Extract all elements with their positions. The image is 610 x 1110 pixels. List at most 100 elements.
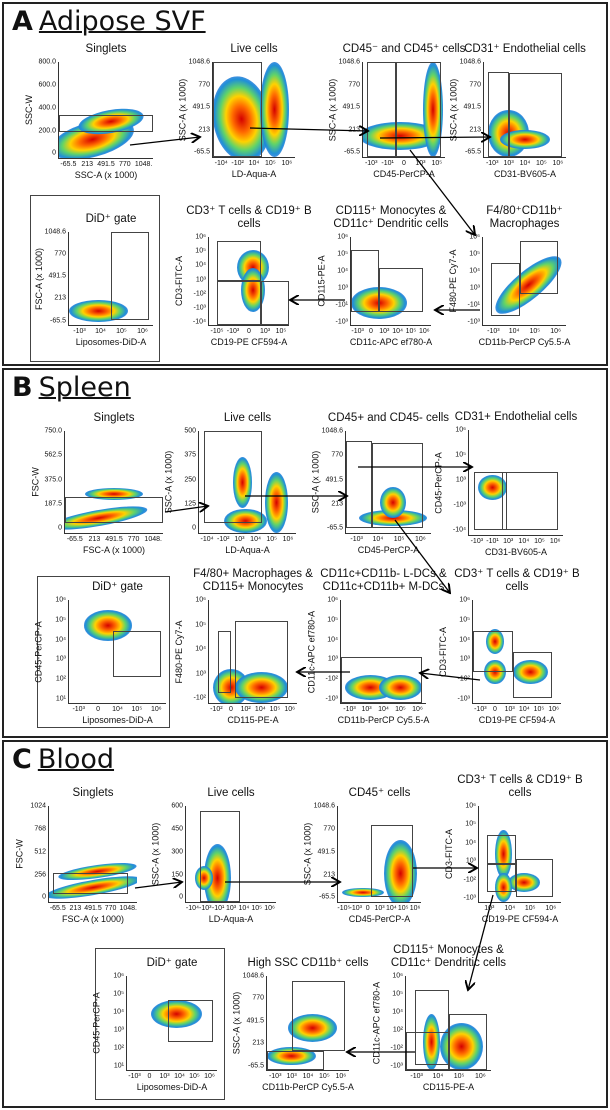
gate-rectangle[interactable] [473, 630, 513, 673]
y-tick-label: 10⁶ [55, 596, 66, 604]
y-axis-label: SSC-A (x 1000) [449, 78, 459, 141]
gate-rectangle[interactable] [367, 62, 396, 157]
x-tick-label: 10⁶ [264, 905, 275, 912]
did-gate-box [37, 576, 170, 728]
plot-title: CD11c+CD11b- L-DCs & CD11c+CD11b+ M-DCs [320, 568, 447, 593]
gate-rectangle[interactable] [346, 441, 372, 528]
x-axis-label: FSC-A (x 1000) [61, 914, 125, 924]
y-tick-label: 10⁵ [459, 616, 470, 624]
gate-rectangle[interactable] [512, 651, 553, 698]
gate-rectangle[interactable] [473, 472, 507, 530]
plot-area [127, 976, 217, 1070]
x-tick-label: -65.5 [60, 161, 77, 168]
x-tick-label: 10³ [259, 328, 271, 335]
gate-rectangle[interactable] [111, 232, 149, 321]
x-tick-label: 1048. [119, 905, 137, 912]
plot-area [209, 237, 289, 325]
x-tick-label: 10⁶ [550, 328, 561, 335]
x-axis-label: CD11c-APC ef780-A [349, 337, 433, 347]
panel-heading: B Spleen [12, 372, 131, 403]
gate-rectangle[interactable] [261, 281, 289, 325]
gate-rectangle[interactable] [395, 62, 441, 157]
x-tick-label: -10³ [410, 1073, 423, 1080]
gate-rectangle[interactable] [213, 62, 263, 157]
x-tick-label: 10⁵ [269, 706, 281, 713]
gate-rectangle[interactable] [501, 472, 559, 530]
gate-rectangle[interactable] [351, 250, 379, 312]
gate-rectangle[interactable] [371, 825, 413, 898]
x-axis-label: CD45-PerCP-A [357, 545, 420, 555]
x-axis-label: CD31-BV605-A [493, 169, 557, 179]
gate-rectangle[interactable] [406, 1032, 449, 1070]
x-axis-label: CD19-PE CF594-A [481, 914, 559, 924]
x-axis-label: CD19-PE CF594-A [210, 337, 288, 347]
y-tick-label: 400.0 [38, 104, 56, 112]
gate-rectangle[interactable] [65, 497, 163, 523]
x-tick-label: 10⁵ [393, 536, 405, 543]
gate-rectangle[interactable] [487, 863, 516, 893]
gate-rectangle[interactable] [203, 431, 263, 523]
y-tick-label: 10² [392, 1026, 403, 1034]
plot-title: CD31⁺ Endothelial cells [464, 43, 586, 55]
gate-rectangle[interactable] [515, 858, 553, 898]
plot-title: Live cells [223, 412, 272, 424]
plot-area [406, 976, 491, 1070]
plot-area [363, 62, 445, 157]
y-axis-label: SSC-A (x 1000) [328, 78, 338, 141]
gate-rectangle[interactable] [379, 267, 423, 312]
y-tick-label: -10² [193, 290, 206, 298]
gate-rectangle[interactable] [448, 1013, 487, 1070]
x-tick-label: 10⁶ [284, 706, 295, 713]
y-tick-label: -10³ [463, 894, 476, 902]
plot-area [483, 237, 566, 325]
y-tick-label: 10³ [455, 476, 466, 484]
x-tick-label: 10⁴ [238, 905, 250, 912]
gate-rectangle[interactable] [487, 834, 516, 864]
flow-plot: DiD⁺ gate CD45-PerCP-A Liposomes-DiD-A 10¹ 1… [34, 581, 166, 725]
y-tick-label: 10⁶ [337, 233, 348, 241]
y-tick-label: 213 [198, 126, 210, 134]
gate-rectangle[interactable] [59, 114, 153, 133]
gate-rectangle[interactable] [491, 263, 521, 317]
gate-rectangle[interactable] [217, 241, 261, 281]
x-tick-label: 10⁴ [518, 706, 530, 713]
y-tick-label: 491.5 [342, 103, 360, 111]
gate-rectangle[interactable] [508, 73, 562, 157]
y-tick-label: 10³ [327, 655, 338, 663]
gate-rectangle[interactable] [371, 443, 423, 528]
x-tick-label: -10³ [474, 706, 487, 713]
gate-rectangle[interactable] [291, 980, 345, 1052]
gate-rectangle[interactable] [267, 1051, 325, 1070]
y-axis-label: CD3-FITC-A [444, 829, 454, 879]
density-cluster [423, 1013, 440, 1070]
gate-rectangle[interactable] [235, 620, 289, 698]
gate-rectangle[interactable] [53, 873, 129, 895]
gate-rectangle[interactable] [199, 810, 240, 902]
x-tick-label: 10⁵ [534, 538, 545, 545]
panel-a: A Adipose SVF [2, 2, 608, 366]
x-tick-label: -10¹ [381, 160, 394, 167]
density-cluster [224, 508, 267, 533]
gate-rectangle[interactable] [167, 999, 213, 1042]
gate-rectangle[interactable] [217, 630, 231, 693]
x-tick-label: 10⁶ [552, 160, 564, 167]
gate-rectangle[interactable] [414, 990, 449, 1066]
gate-rectangle[interactable] [217, 281, 261, 325]
x-tick-label: 10³ [415, 160, 426, 167]
flow-plot: CD115⁺ Monocytes & CD11c⁺ Dendritic cell… [371, 944, 506, 1092]
y-tick-label: -10² [457, 675, 470, 683]
gate-rectangle[interactable] [488, 71, 509, 157]
y-tick-label: 10⁴ [195, 645, 206, 653]
gate-rectangle[interactable] [341, 656, 422, 703]
y-tick-label: 10⁵ [327, 616, 338, 624]
gate-rectangle[interactable] [112, 630, 162, 678]
y-tick-label: 0 [58, 524, 62, 532]
plot-title: CD115⁺ Monocytes & CD11c⁺ Dendritic cell… [333, 205, 449, 230]
y-tick-label: 770 [331, 451, 343, 459]
gate-rectangle[interactable] [520, 241, 558, 295]
y-tick-label: 512 [34, 848, 46, 856]
panel-b: B Spleen [2, 368, 608, 738]
y-tick-label: 10⁵ [337, 250, 348, 258]
y-tick-label: 10⁴ [113, 1008, 124, 1016]
plot-title: DiD⁺ gate [146, 957, 198, 969]
